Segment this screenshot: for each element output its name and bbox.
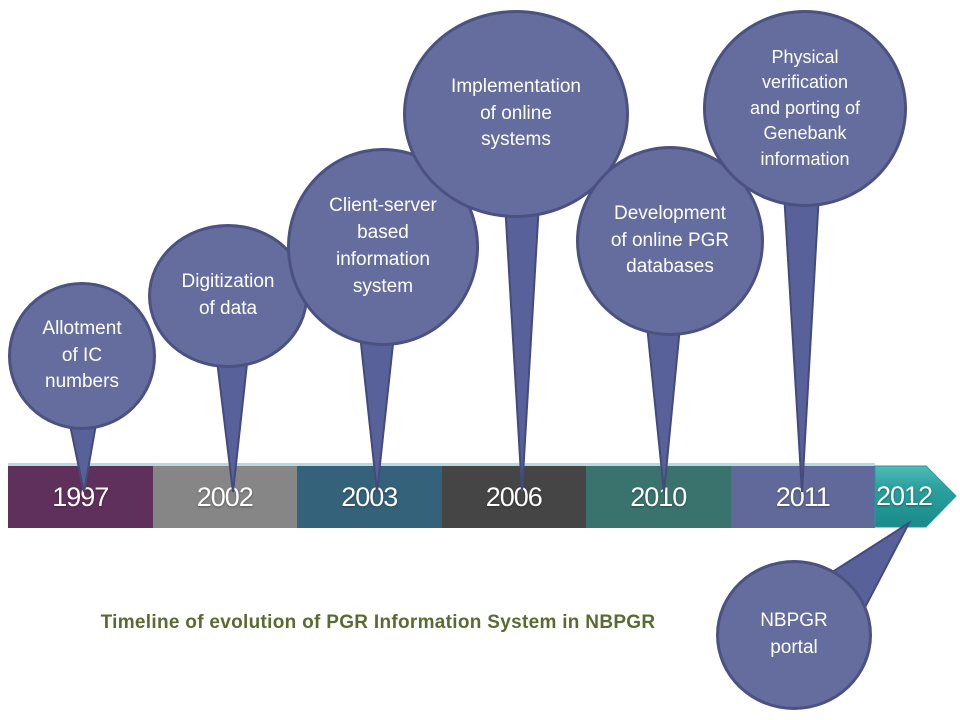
year-label-2003: 2003 — [341, 481, 398, 512]
year-label-2012: 2012 — [875, 480, 933, 511]
callout-label: NBPGR portal — [760, 610, 828, 658]
year-label-2006: 2006 — [485, 481, 543, 512]
callout-label: Allotment of IC numbers — [42, 317, 122, 393]
callout-implementation-of-online-systems: Implementation of online systems — [403, 10, 629, 218]
year-label-2002: 2002 — [196, 481, 254, 512]
year-label-1997: 1997 — [52, 481, 109, 512]
callout-tail-2006 — [502, 185, 542, 493]
timeline-bar-highlight — [8, 463, 875, 466]
timeline-bar: 1997 2002 2003 2006 2010 2011 — [8, 463, 875, 528]
timeline-segment-1997: 1997 — [8, 466, 153, 528]
year-label-2011: 2011 — [775, 481, 831, 512]
callout-tail-2011 — [781, 175, 822, 493]
callout-label: Digitization of data — [181, 271, 275, 319]
timeline-segment-2006: 2006 — [441, 466, 586, 528]
timeline-segments: 1997 2002 2003 2006 2010 2011 — [8, 466, 875, 528]
callout-label: Implementation of online systems — [451, 75, 581, 151]
year-label-2010: 2010 — [630, 481, 687, 512]
callout-digitization-of-data: Digitization of data — [148, 224, 308, 368]
callout-physical-verification-genebank: Physical verification and porting of Gen… — [703, 10, 907, 207]
diagram-title: Timeline of evolution of PGR Information… — [100, 612, 656, 633]
callout-nbpgr-portal: NBPGR portal — [716, 560, 872, 710]
callout-label: Client-server based information system — [329, 195, 437, 297]
callout-client-server-information-system: Client-server based information system — [287, 148, 479, 346]
callout-label: Physical verification and porting of Gen… — [749, 46, 861, 169]
callout-label: Development of online PGR databases — [610, 202, 730, 278]
timeline-segment-2003: 2003 — [297, 466, 442, 528]
callout-allotment-of-ic-numbers: Allotment of IC numbers — [8, 282, 156, 430]
timeline-segment-2011: 2011 — [730, 466, 875, 528]
timeline-segment-2010: 2010 — [586, 466, 731, 528]
timeline-segment-2002: 2002 — [152, 466, 297, 528]
